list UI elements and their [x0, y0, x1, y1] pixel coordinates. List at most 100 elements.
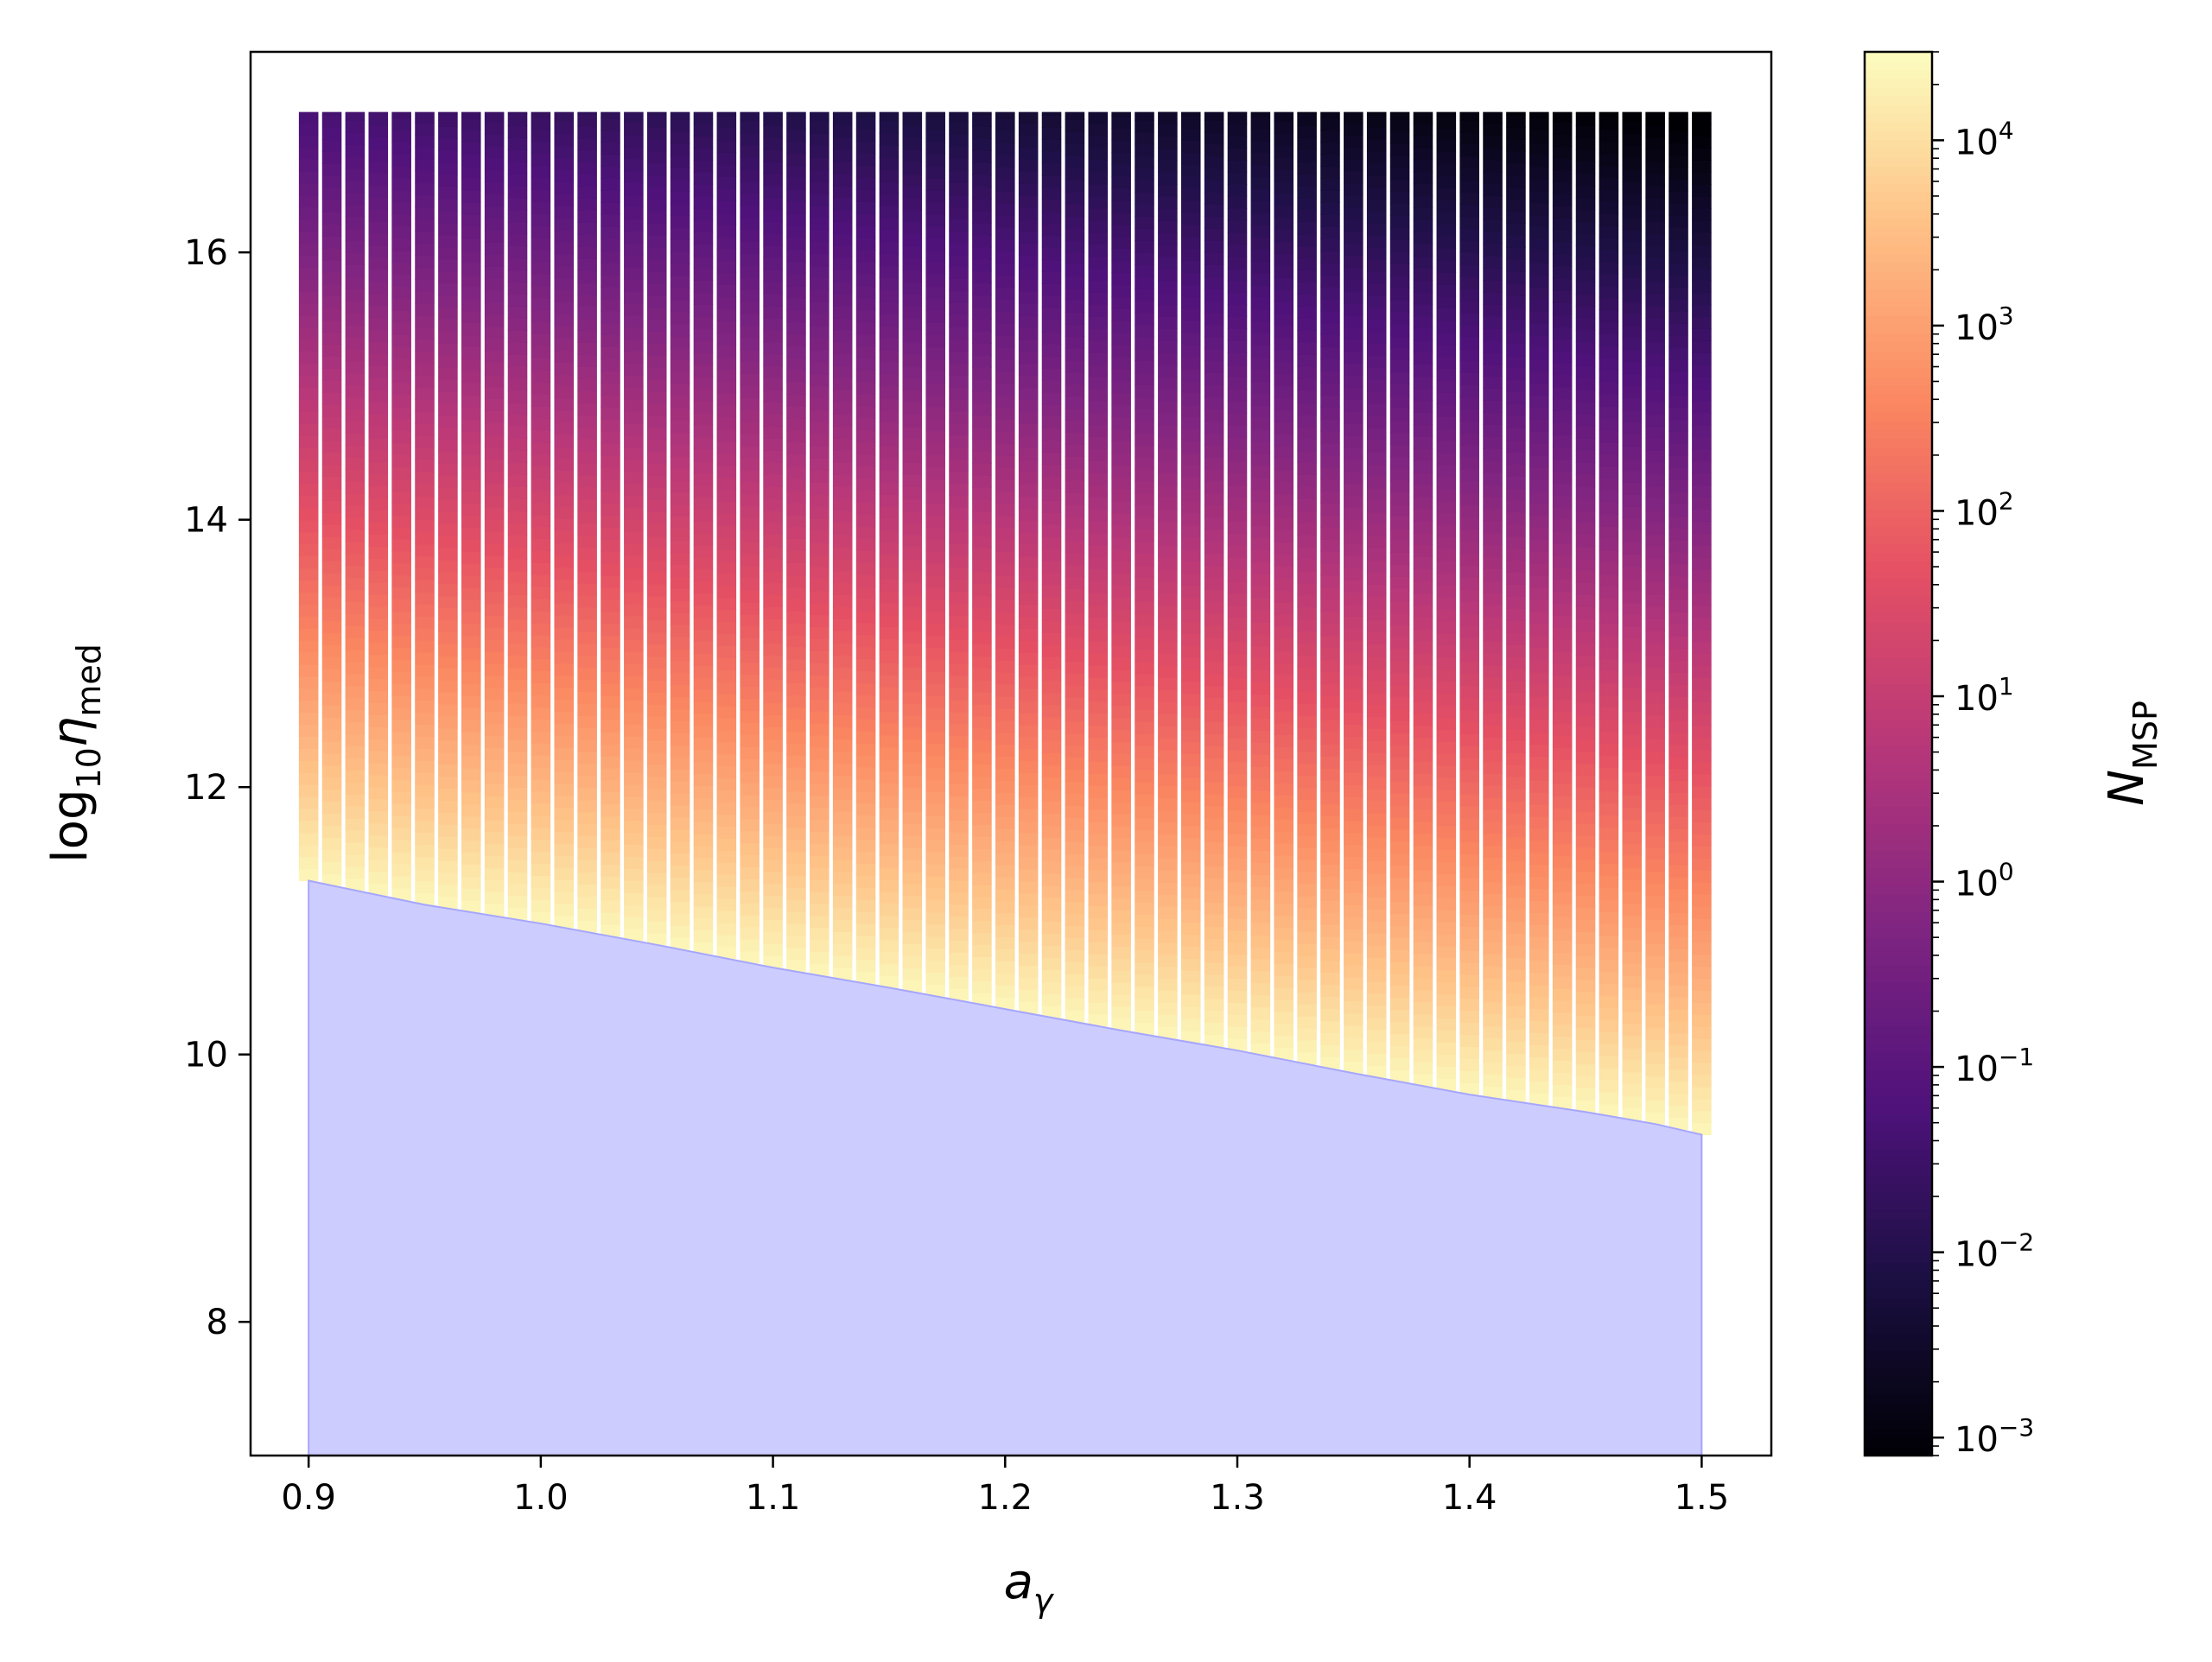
data-cell — [972, 415, 992, 428]
data-cell — [484, 338, 505, 352]
data-cell — [1529, 792, 1549, 805]
data-cell — [1366, 560, 1387, 573]
data-cell — [1436, 452, 1457, 466]
data-cell — [810, 699, 830, 712]
data-cell — [1669, 1021, 1688, 1034]
data-cell — [1622, 819, 1643, 832]
data-cell — [1669, 130, 1688, 143]
data-cell — [1645, 306, 1665, 319]
data-cell — [1135, 384, 1154, 397]
data-cell — [925, 430, 945, 444]
data-cell — [321, 151, 342, 164]
data-cell — [554, 482, 575, 496]
data-cell — [601, 238, 620, 251]
colorbar-segment — [1865, 411, 1932, 422]
data-cell — [925, 767, 945, 781]
data-cell — [1645, 294, 1665, 307]
data-cell — [1389, 625, 1410, 638]
data-cell — [949, 447, 969, 460]
data-cell — [693, 809, 714, 822]
data-cell — [1297, 907, 1317, 921]
data-cell — [1041, 512, 1062, 525]
colorbar-segment — [1865, 964, 1932, 974]
data-cell — [1645, 377, 1665, 391]
data-cell — [1088, 905, 1109, 919]
data-cell — [1645, 1088, 1665, 1101]
data-cell — [554, 242, 575, 255]
data-cell — [925, 779, 945, 793]
data-cell — [949, 567, 969, 580]
data-cell — [646, 199, 667, 212]
data-cell — [972, 378, 992, 392]
data-cell — [1250, 111, 1271, 117]
data-cell — [1413, 496, 1433, 510]
data-cell — [577, 691, 597, 704]
data-cell — [1692, 557, 1712, 570]
data-cell — [1692, 653, 1712, 666]
data-cell — [855, 250, 876, 263]
data-cell — [670, 913, 690, 926]
data-cell — [1366, 331, 1387, 345]
data-cell — [1274, 361, 1294, 375]
data-cell — [1088, 773, 1109, 786]
data-cell — [601, 923, 620, 937]
data-cell — [879, 855, 899, 868]
data-cell — [693, 328, 714, 341]
data-cell — [1018, 519, 1039, 533]
data-cell — [1459, 661, 1479, 675]
data-cell — [601, 587, 620, 600]
data-cell — [1088, 280, 1109, 293]
data-cell — [1088, 232, 1109, 245]
data-cell — [1645, 257, 1665, 270]
data-cell — [810, 530, 830, 543]
data-cell — [1297, 162, 1317, 174]
data-cell — [624, 615, 644, 629]
data-cell — [1552, 111, 1573, 123]
data-cell — [1111, 705, 1131, 719]
data-cell — [1274, 662, 1294, 676]
data-cell — [786, 129, 806, 143]
data-cell — [763, 907, 783, 921]
data-cell — [763, 329, 783, 343]
data-cell — [716, 333, 737, 346]
data-cell — [391, 370, 411, 384]
data-cell — [646, 343, 667, 356]
data-cell — [484, 518, 505, 532]
data-cell — [1413, 688, 1433, 702]
data-cell — [1250, 946, 1271, 960]
data-cell — [1366, 199, 1387, 213]
data-cell — [995, 973, 1015, 986]
data-cell — [1552, 422, 1573, 435]
data-cell — [1041, 692, 1062, 706]
data-cell — [1669, 1081, 1688, 1094]
data-cell — [949, 374, 969, 388]
data-cell — [601, 334, 620, 348]
data-cell — [577, 330, 597, 344]
data-cell — [670, 804, 690, 818]
data-cell — [1135, 480, 1154, 494]
data-cell — [1204, 324, 1224, 338]
data-cell — [531, 418, 551, 431]
data-cell — [1389, 143, 1410, 156]
data-cell — [1622, 338, 1643, 351]
data-cell — [1669, 1056, 1688, 1070]
data-cell — [902, 523, 923, 536]
data-cell — [1483, 1037, 1503, 1051]
data-cell — [391, 515, 411, 528]
data-cell — [1180, 441, 1201, 454]
data-cell — [995, 768, 1015, 782]
data-cell — [1158, 714, 1178, 726]
data-cell — [972, 331, 992, 344]
data-cell — [1018, 231, 1039, 244]
data-cell — [1366, 885, 1387, 898]
data-cell — [438, 390, 458, 404]
data-cell — [1135, 529, 1154, 542]
data-cell — [1436, 224, 1457, 237]
data-cell — [484, 111, 505, 123]
data-cell — [995, 383, 1015, 396]
data-cell — [1506, 728, 1526, 741]
data-cell — [507, 907, 528, 921]
data-cell — [1041, 740, 1062, 754]
data-cell — [507, 186, 528, 199]
data-cell — [1459, 360, 1479, 374]
